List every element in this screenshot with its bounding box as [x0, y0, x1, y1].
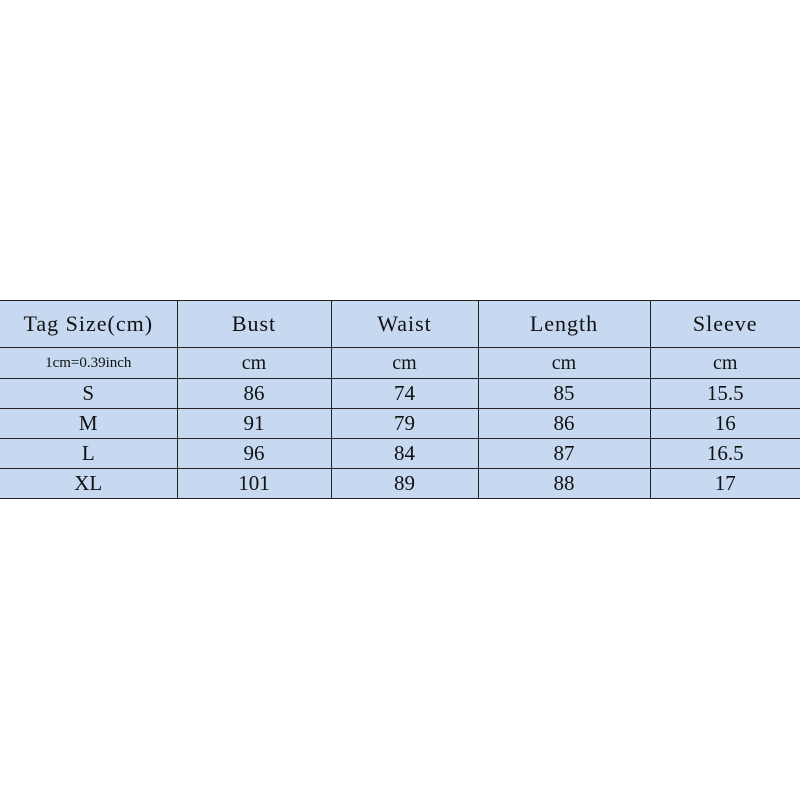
unit-cell: cm: [176, 347, 332, 379]
size-table: Tag Size(cm) Bust Waist Length Sleeve 1cm=0.3…: [0, 300, 800, 499]
size-row: L 96 84 87 16.5: [0, 438, 800, 469]
measurement-cell: 87: [477, 438, 651, 469]
header-cell: Bust: [176, 300, 332, 348]
size-label: M: [0, 408, 178, 439]
unit-cell: cm: [330, 347, 479, 379]
units-row: 1cm=0.39inch cm cm cm cm: [0, 347, 800, 379]
measurement-cell: 74: [330, 378, 479, 409]
header-cell: Length: [477, 300, 651, 348]
measurement-cell: 101: [176, 468, 332, 499]
measurement-cell: 96: [176, 438, 332, 469]
measurement-cell: 89: [330, 468, 479, 499]
measurement-cell: 91: [176, 408, 332, 439]
size-label: S: [0, 378, 178, 409]
header-row: Tag Size(cm) Bust Waist Length Sleeve: [0, 300, 800, 348]
conversion-note: 1cm=0.39inch: [0, 347, 178, 379]
size-label: L: [0, 438, 178, 469]
measurement-cell: 88: [477, 468, 651, 499]
measurement-cell: 16.5: [649, 438, 800, 469]
size-label: XL: [0, 468, 178, 499]
size-row: S 86 74 85 15.5: [0, 378, 800, 409]
measurement-cell: 86: [176, 378, 332, 409]
measurement-cell: 15.5: [649, 378, 800, 409]
measurement-cell: 17: [649, 468, 800, 499]
measurement-cell: 84: [330, 438, 479, 469]
unit-cell: cm: [477, 347, 651, 379]
size-row: M 91 79 86 16: [0, 408, 800, 439]
size-row: XL 101 89 88 17: [0, 468, 800, 499]
measurement-cell: 79: [330, 408, 479, 439]
header-cell: Sleeve: [649, 300, 800, 348]
measurement-cell: 16: [649, 408, 800, 439]
unit-cell: cm: [649, 347, 800, 379]
header-cell: Tag Size(cm): [0, 300, 178, 348]
measurement-cell: 85: [477, 378, 651, 409]
header-cell: Waist: [330, 300, 479, 348]
measurement-cell: 86: [477, 408, 651, 439]
